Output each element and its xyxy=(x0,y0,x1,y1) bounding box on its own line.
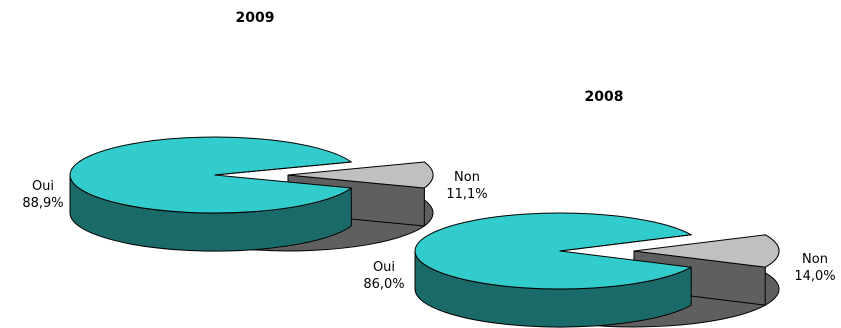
slice-value-non-2009: 11,1% xyxy=(446,187,487,202)
slice-top-oui-2008 xyxy=(414,212,692,290)
chart-title-2008: 2008 xyxy=(585,89,624,105)
slice-label-oui-2009: Oui xyxy=(32,179,54,194)
chart-title-2009: 2009 xyxy=(236,10,275,26)
slice-top-non-2008 xyxy=(633,234,780,268)
slice-value-non-2008: 14,0% xyxy=(794,269,835,284)
slice-top-oui-2009 xyxy=(69,136,352,214)
slice-top-non-2009 xyxy=(287,161,434,189)
slice-value-oui-2009: 88,9% xyxy=(22,196,63,211)
slice-label-oui-2008: Oui xyxy=(373,260,395,275)
slice-value-oui-2008: 86,0% xyxy=(363,277,404,292)
pie-slice-oui-2008 xyxy=(414,212,692,328)
pie-chart-2009: 2009 Oui 88,9% Non 11,1% xyxy=(22,10,488,252)
slice-label-non-2008: Non xyxy=(802,252,828,267)
pie-chart-2008: 2008 Oui 86,0% Non 14,0% xyxy=(363,89,836,328)
slice-label-non-2009: Non xyxy=(454,170,480,185)
slice-cut-oui-2008 xyxy=(559,234,692,252)
slice-cut-oui-2009 xyxy=(214,161,352,176)
pie-slice-oui-2009 xyxy=(69,136,352,252)
